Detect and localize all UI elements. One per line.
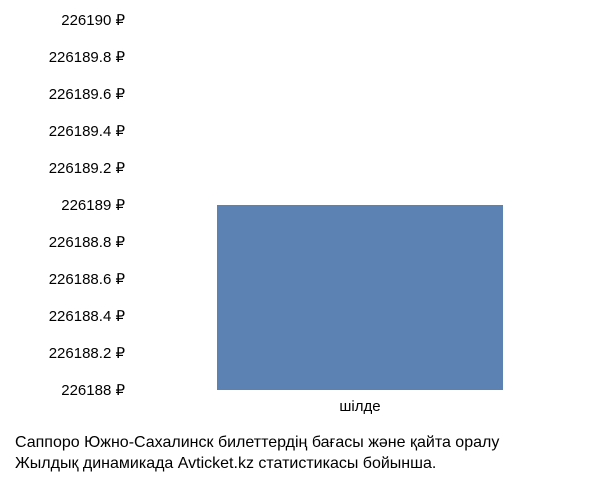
chart-caption: Саппоро Южно-Сахалинск билеттердің бағас… — [15, 432, 499, 475]
y-tick-label: 226190 ₽ — [61, 11, 125, 29]
y-tick-label: 226188.6 ₽ — [49, 270, 125, 288]
y-axis: 226190 ₽226189.8 ₽226189.6 ₽226189.4 ₽22… — [10, 20, 125, 410]
y-tick-label: 226188.4 ₽ — [49, 307, 125, 325]
y-tick-label: 226188.8 ₽ — [49, 233, 125, 251]
y-tick-label: 226189.8 ₽ — [49, 48, 125, 66]
bar — [217, 205, 502, 390]
y-tick-label: 226188.2 ₽ — [49, 344, 125, 362]
x-tick-label: шілде — [130, 398, 590, 415]
y-tick-label: 226189.6 ₽ — [49, 85, 125, 103]
plot-area: шілде — [130, 20, 590, 390]
caption-line-1: Саппоро Южно-Сахалинск билеттердің бағас… — [15, 432, 499, 454]
y-tick-label: 226189.2 ₽ — [49, 159, 125, 177]
price-chart: 226190 ₽226189.8 ₽226189.6 ₽226189.4 ₽22… — [10, 20, 590, 410]
y-tick-label: 226189 ₽ — [61, 196, 125, 214]
caption-line-2: Жылдық динамикада Avticket.kz статистика… — [15, 453, 499, 475]
y-tick-label: 226189.4 ₽ — [49, 122, 125, 140]
y-tick-label: 226188 ₽ — [61, 381, 125, 399]
